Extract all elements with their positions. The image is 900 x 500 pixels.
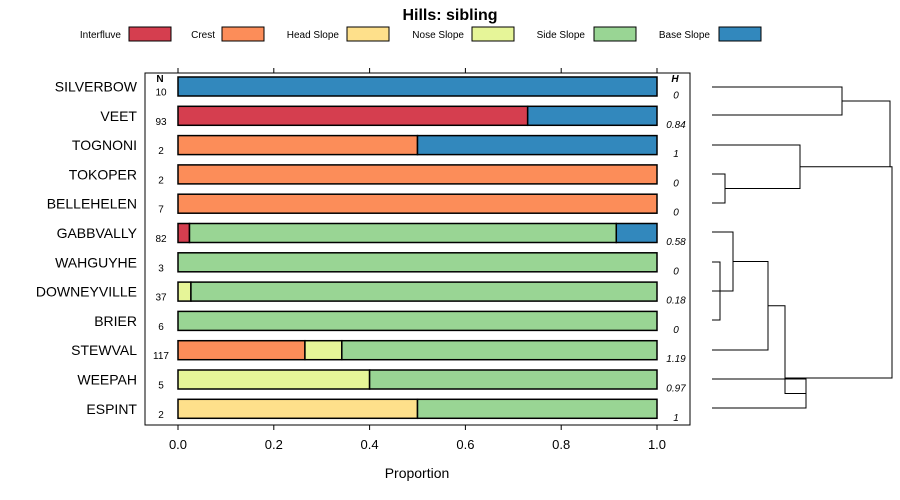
row-label-brier: BRIER [94, 313, 137, 329]
h-value-gabbvally: 0.58 [666, 237, 686, 248]
bar-veet-interfluve [177, 105, 529, 127]
legend-swatch-base-slope [718, 26, 762, 42]
legend-swatch-head-slope [346, 26, 390, 42]
legend-label-interfluve: Interfluve [80, 30, 122, 41]
dendrogram-branch [712, 86, 843, 116]
row-label-silverbow: SILVERBOW [55, 79, 138, 95]
dendrogram-branch [800, 100, 891, 168]
bar-bellehelen-crest [177, 193, 658, 214]
row-label-espint: ESPINT [86, 401, 137, 417]
legend-label-nose-slope: Nose Slope [412, 30, 464, 41]
n-value-stewval: 117 [153, 351, 169, 362]
x-tick-label: 0.4 [361, 437, 379, 452]
bar-gabbvally-side-slope [188, 222, 618, 244]
h-value-veet: 0.84 [666, 120, 686, 131]
row-label-tognoni: TOGNONI [72, 137, 137, 153]
x-tick-label: 0.0 [169, 437, 187, 452]
n-value-weepah: 5 [158, 381, 164, 392]
bar-downeyville-nose-slope [177, 281, 192, 302]
row-label-weepah: WEEPAH [77, 372, 137, 388]
legend: Interfluve Crest Head Slope Nose Slope Side … [80, 26, 762, 42]
bar-tognoni-crest [177, 134, 419, 156]
bar-downeyville-side-slope [190, 281, 658, 302]
bar-stewval-nose-slope [304, 339, 343, 361]
x-axis: 0.0 0.2 0.4 0.6 0.8 1.0 [169, 68, 666, 452]
n-header: N [156, 74, 163, 85]
h-value-silverbow: 0 [673, 91, 679, 102]
dendrogram [712, 86, 893, 409]
plot-frame [144, 72, 691, 426]
x-axis-label: Proportion [385, 465, 450, 481]
h-value-stewval: 1.19 [666, 354, 686, 365]
row-label-tokoper: TOKOPER [69, 166, 137, 182]
bar-espint-head-slope [177, 398, 419, 420]
legend-label-side-slope: Side Slope [537, 30, 586, 41]
bar-brier-side-slope [177, 310, 658, 332]
dendrogram-branch [768, 305, 806, 394]
legend-swatch-interfluve [128, 26, 172, 42]
row-label-wahguyhe: WAHGUYHE [55, 254, 137, 270]
n-value-veet: 93 [155, 117, 167, 128]
h-value-tognoni: 1 [673, 149, 679, 160]
n-value-tognoni: 2 [158, 146, 164, 157]
bar-weepah-side-slope [368, 369, 658, 390]
n-value-downeyville: 37 [155, 293, 167, 304]
h-value-espint: 1 [673, 413, 679, 424]
bar-stewval-side-slope [341, 339, 658, 361]
legend-swatch-crest [221, 26, 265, 42]
row-label-bellehelen: BELLEHELEN [47, 196, 137, 212]
n-value-wahguyhe: 3 [158, 263, 164, 274]
bar-espint-side-slope [416, 398, 658, 420]
bar-stewval-crest [177, 339, 306, 361]
n-value-brier: 6 [158, 322, 164, 333]
n-value-gabbvally: 82 [155, 234, 167, 245]
row-label-veet: VEET [100, 108, 137, 124]
row-label-stewval: STEWVAL [71, 342, 137, 358]
legend-swatch-nose-slope [471, 26, 515, 42]
h-value-downeyville: 0.18 [666, 296, 686, 307]
chart-title: Hills: sibling [402, 7, 497, 24]
h-value-brier: 0 [673, 325, 679, 336]
h-value-bellehelen: 0 [673, 208, 679, 219]
bar-tognoni-base-slope [416, 134, 658, 156]
bar-gabbvally-interfluve [177, 222, 191, 244]
bar-veet-base-slope [526, 105, 658, 127]
dendrogram-branch [785, 166, 893, 379]
row-label-gabbvally: GABBVALLY [57, 225, 138, 241]
x-tick-label: 0.8 [552, 437, 570, 452]
n-value-espint: 2 [158, 410, 164, 421]
legend-label-base-slope: Base Slope [659, 30, 711, 41]
x-tick-label: 0.2 [265, 437, 283, 452]
bar-wahguyhe-side-slope [177, 252, 658, 273]
legend-label-head-slope: Head Slope [287, 30, 340, 41]
n-value-tokoper: 2 [158, 175, 164, 186]
n-value-silverbow: 10 [155, 88, 167, 99]
h-value-weepah: 0.97 [666, 384, 686, 395]
x-tick-label: 1.0 [648, 437, 666, 452]
h-value-wahguyhe: 0 [673, 266, 679, 277]
legend-label-crest: Crest [191, 30, 215, 41]
bar-gabbvally-base-slope [615, 222, 658, 244]
x-tick-label: 0.6 [456, 437, 474, 452]
legend-swatch-side-slope [593, 26, 637, 42]
row-label-downeyville: DOWNEYVILLE [36, 284, 137, 300]
h-header: H [671, 74, 679, 85]
bar-tokoper-crest [177, 164, 658, 185]
bar-weepah-nose-slope [177, 369, 371, 390]
bar-silverbow-base-slope [177, 76, 658, 97]
dendrogram-branch [712, 173, 726, 204]
n-value-bellehelen: 7 [158, 205, 164, 216]
h-value-tokoper: 0 [673, 178, 679, 189]
